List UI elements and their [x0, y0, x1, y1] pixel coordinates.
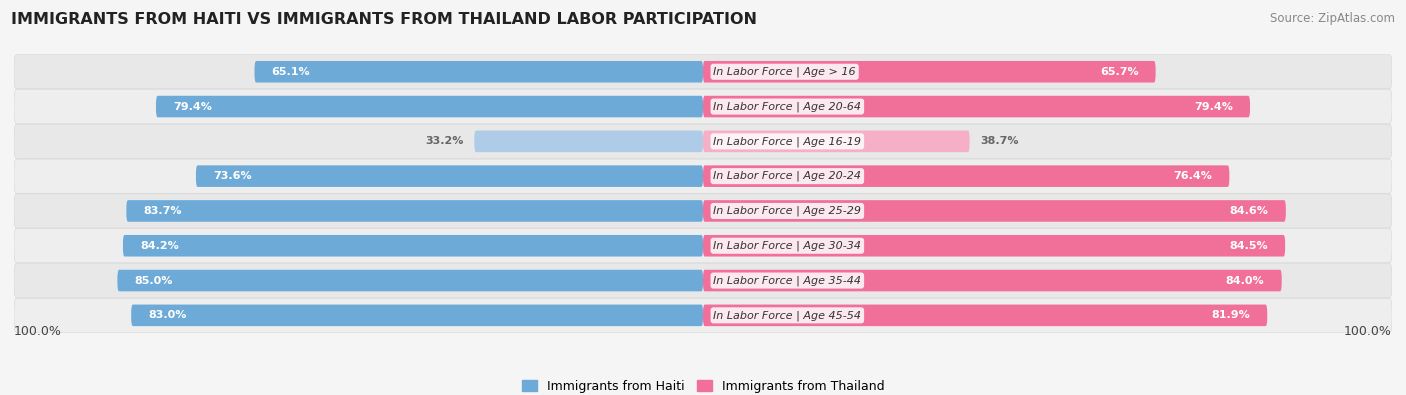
Text: 85.0%: 85.0% [135, 276, 173, 286]
Text: 100.0%: 100.0% [1344, 325, 1392, 338]
FancyBboxPatch shape [703, 96, 1250, 117]
Text: 84.0%: 84.0% [1226, 276, 1264, 286]
Text: In Labor Force | Age 25-29: In Labor Force | Age 25-29 [713, 206, 862, 216]
Text: 79.4%: 79.4% [173, 102, 212, 111]
FancyBboxPatch shape [703, 235, 1285, 256]
Text: 73.6%: 73.6% [214, 171, 252, 181]
FancyBboxPatch shape [703, 131, 970, 152]
FancyBboxPatch shape [14, 159, 1392, 193]
Text: 65.7%: 65.7% [1099, 67, 1139, 77]
Text: In Labor Force | Age 20-64: In Labor Force | Age 20-64 [713, 101, 862, 112]
FancyBboxPatch shape [14, 124, 1392, 158]
FancyBboxPatch shape [14, 55, 1392, 89]
Text: 33.2%: 33.2% [426, 136, 464, 147]
Text: 100.0%: 100.0% [14, 325, 62, 338]
Text: In Labor Force | Age 45-54: In Labor Force | Age 45-54 [713, 310, 862, 321]
FancyBboxPatch shape [195, 166, 703, 187]
Text: 84.6%: 84.6% [1230, 206, 1268, 216]
Text: 83.0%: 83.0% [149, 310, 187, 320]
FancyBboxPatch shape [122, 235, 703, 256]
Text: IMMIGRANTS FROM HAITI VS IMMIGRANTS FROM THAILAND LABOR PARTICIPATION: IMMIGRANTS FROM HAITI VS IMMIGRANTS FROM… [11, 12, 758, 27]
Text: In Labor Force | Age 35-44: In Labor Force | Age 35-44 [713, 275, 862, 286]
Text: 79.4%: 79.4% [1194, 102, 1233, 111]
Text: 38.7%: 38.7% [980, 136, 1018, 147]
FancyBboxPatch shape [131, 305, 703, 326]
Text: In Labor Force | Age 30-34: In Labor Force | Age 30-34 [713, 241, 862, 251]
Text: In Labor Force | Age 16-19: In Labor Force | Age 16-19 [713, 136, 862, 147]
Text: 84.5%: 84.5% [1229, 241, 1268, 251]
FancyBboxPatch shape [127, 200, 703, 222]
Text: In Labor Force | Age > 16: In Labor Force | Age > 16 [713, 66, 856, 77]
FancyBboxPatch shape [474, 131, 703, 152]
FancyBboxPatch shape [14, 194, 1392, 228]
Text: 83.7%: 83.7% [143, 206, 183, 216]
FancyBboxPatch shape [14, 263, 1392, 297]
Text: 81.9%: 81.9% [1211, 310, 1250, 320]
FancyBboxPatch shape [117, 270, 703, 292]
Text: 84.2%: 84.2% [141, 241, 179, 251]
FancyBboxPatch shape [156, 96, 703, 117]
FancyBboxPatch shape [14, 298, 1392, 333]
FancyBboxPatch shape [254, 61, 703, 83]
FancyBboxPatch shape [14, 229, 1392, 263]
FancyBboxPatch shape [703, 305, 1267, 326]
FancyBboxPatch shape [703, 61, 1156, 83]
FancyBboxPatch shape [703, 200, 1286, 222]
FancyBboxPatch shape [703, 270, 1282, 292]
FancyBboxPatch shape [703, 166, 1229, 187]
Text: Source: ZipAtlas.com: Source: ZipAtlas.com [1270, 12, 1395, 25]
FancyBboxPatch shape [14, 90, 1392, 124]
Text: In Labor Force | Age 20-24: In Labor Force | Age 20-24 [713, 171, 862, 181]
Text: 76.4%: 76.4% [1173, 171, 1212, 181]
Legend: Immigrants from Haiti, Immigrants from Thailand: Immigrants from Haiti, Immigrants from T… [516, 375, 890, 395]
Text: 65.1%: 65.1% [271, 67, 311, 77]
